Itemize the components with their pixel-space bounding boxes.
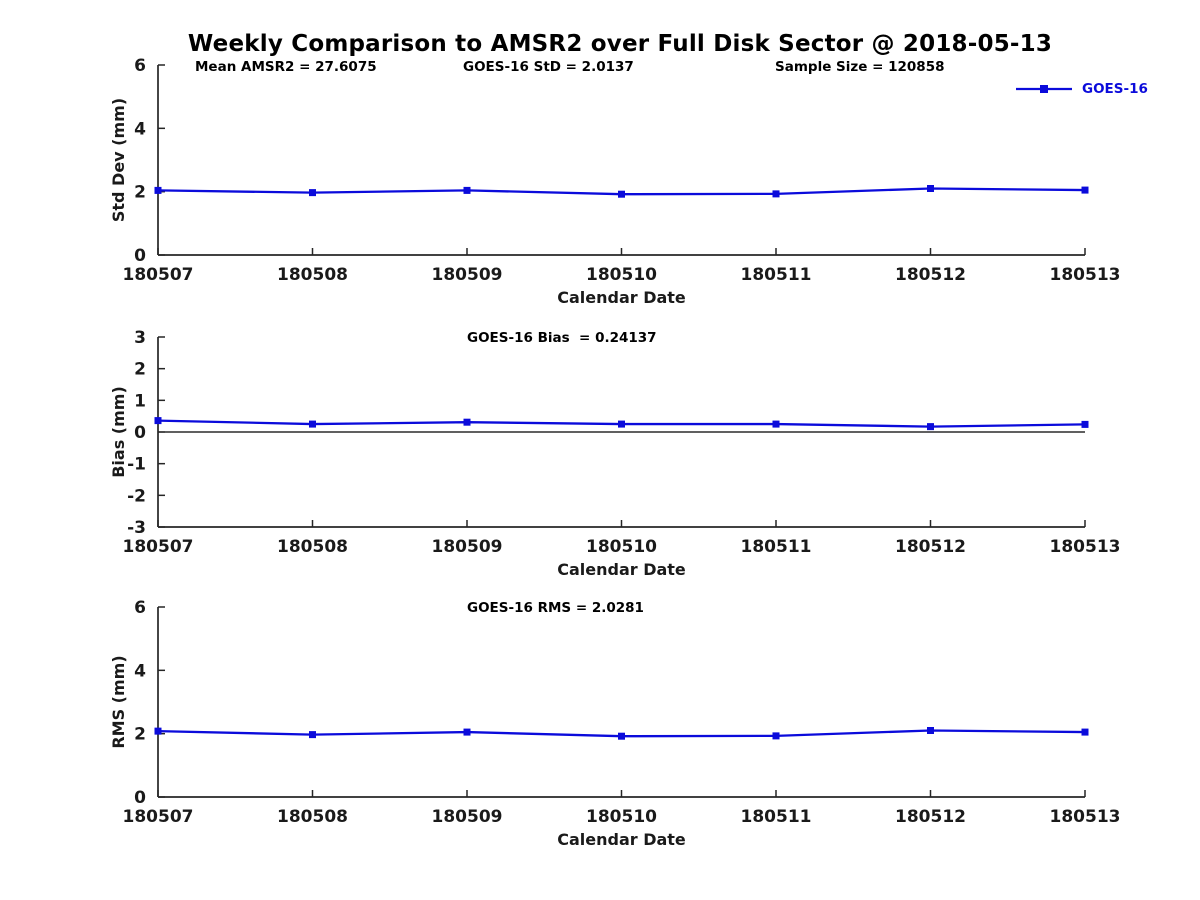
- annotation-goes16-std: GOES-16 StD = 2.0137: [463, 59, 634, 75]
- svg-text:180513: 180513: [1050, 537, 1121, 557]
- svg-text:180508: 180508: [277, 537, 348, 557]
- svg-text:2: 2: [134, 183, 146, 203]
- svg-text:6: 6: [134, 598, 146, 618]
- svg-text:Calendar Date: Calendar Date: [557, 288, 686, 307]
- svg-text:180509: 180509: [432, 265, 503, 285]
- svg-text:-1: -1: [127, 455, 146, 475]
- svg-text:180513: 180513: [1050, 807, 1121, 827]
- page-title: Weekly Comparison to AMSR2 over Full Dis…: [187, 31, 1053, 57]
- svg-text:Calendar Date: Calendar Date: [557, 560, 686, 579]
- legend: GOES-16: [1015, 81, 1148, 97]
- stddev-chart: 0 2 4 6 180507 180508 180509 180510 180511 180512…: [109, 56, 1121, 307]
- svg-text:Std Dev (mm): Std Dev (mm): [109, 98, 128, 222]
- svg-text:180510: 180510: [586, 537, 657, 557]
- svg-text:180513: 180513: [1050, 265, 1121, 285]
- legend-line-icon: [1016, 85, 1072, 93]
- svg-text:0: 0: [134, 788, 146, 808]
- svg-text:Calendar Date: Calendar Date: [557, 830, 686, 849]
- svg-text:180507: 180507: [123, 807, 194, 827]
- svg-text:0: 0: [134, 246, 146, 266]
- svg-text:180512: 180512: [895, 537, 966, 557]
- annotation-mean-amsr2: Mean AMSR2 = 27.6075: [195, 59, 377, 75]
- svg-text:180510: 180510: [586, 807, 657, 827]
- svg-text:180508: 180508: [277, 807, 348, 827]
- bias-chart: -3 -2 -1 0 1 2 3 180507 180508 180509 180510 180511…: [109, 328, 1121, 579]
- svg-text:180511: 180511: [741, 537, 812, 557]
- svg-text:Bias (mm): Bias (mm): [109, 386, 128, 478]
- svg-text:180507: 180507: [123, 265, 194, 285]
- svg-text:-3: -3: [127, 518, 146, 538]
- svg-text:180511: 180511: [741, 265, 812, 285]
- svg-text:RMS (mm): RMS (mm): [109, 655, 128, 748]
- svg-text:2: 2: [134, 725, 146, 745]
- svg-text:180511: 180511: [741, 807, 812, 827]
- svg-text:6: 6: [134, 56, 146, 76]
- svg-text:0: 0: [134, 423, 146, 443]
- svg-text:180509: 180509: [432, 807, 503, 827]
- svg-text:-2: -2: [127, 486, 146, 506]
- svg-text:180509: 180509: [432, 537, 503, 557]
- svg-text:4: 4: [134, 119, 146, 139]
- svg-text:180512: 180512: [895, 807, 966, 827]
- svg-text:1: 1: [134, 391, 146, 411]
- annotation-goes16-rms: GOES-16 RMS = 2.0281: [467, 600, 644, 616]
- svg-text:180508: 180508: [277, 265, 348, 285]
- svg-text:180507: 180507: [123, 537, 194, 557]
- svg-text:180510: 180510: [586, 265, 657, 285]
- annotation-goes16-bias: GOES-16 Bias = 0.24137: [467, 330, 657, 346]
- svg-text:3: 3: [134, 328, 146, 348]
- annotation-sample-size: Sample Size = 120858: [775, 59, 945, 75]
- svg-text:4: 4: [134, 661, 146, 681]
- svg-text:180512: 180512: [895, 265, 966, 285]
- legend-label: GOES-16: [1082, 81, 1148, 97]
- svg-text:2: 2: [134, 360, 146, 380]
- rms-chart: 0 2 4 6 180507 180508 180509 180510 180511 180512…: [109, 598, 1121, 849]
